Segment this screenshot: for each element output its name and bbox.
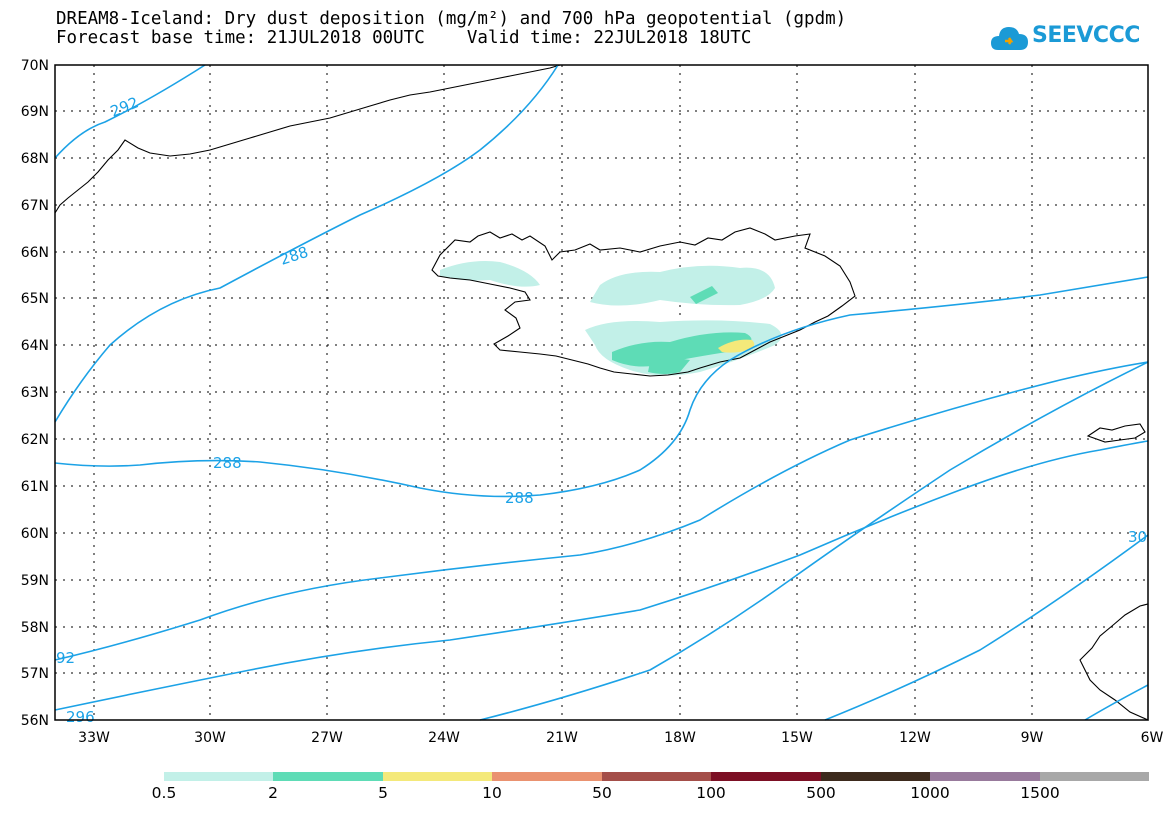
lat-label: 68N — [21, 151, 49, 167]
cloud-logo-icon — [991, 27, 1028, 50]
colorbar-segment — [273, 772, 383, 781]
dust-area-mid-2 — [690, 286, 718, 304]
dust-area-mid-3 — [648, 358, 690, 374]
contour-288-north — [54, 64, 559, 423]
dust-area-low-westfjords — [440, 261, 540, 287]
lat-label: 66N — [21, 245, 49, 261]
lat-label: 64N — [21, 338, 49, 354]
lat-label: 67N — [21, 198, 49, 214]
contour-south-east — [824, 534, 1149, 721]
title-line-1: DREAM8-Iceland: Dry dust deposition (mg/… — [56, 9, 847, 29]
lat-label: 57N — [21, 666, 49, 682]
map-title: DREAM8-Iceland: Dry dust deposition (mg/… — [56, 10, 846, 48]
colorbar-label: 500 — [806, 784, 836, 802]
colorbar-segment — [1040, 772, 1149, 781]
geopotential-contours — [54, 64, 1149, 721]
lon-label: 6W — [1141, 730, 1164, 746]
lon-label: 18W — [664, 730, 696, 746]
colorbar-label: 5 — [378, 784, 388, 802]
map-canvas: 292 288 288 288 30 92 296 70N 69N 68N 67… — [21, 58, 1164, 746]
iceland-coast — [431, 227, 856, 377]
dust-area-mid-1 — [612, 332, 752, 367]
colorbar-segment — [711, 772, 821, 781]
colorbar-label: 10 — [482, 784, 502, 802]
contour-mid-1 — [479, 361, 1149, 721]
lon-label: 9W — [1021, 730, 1044, 746]
longitude-axis: 33W 30W 27W 24W 21W 18W 15W 12W 9W 6W — [78, 730, 1163, 746]
lat-label: 62N — [21, 432, 49, 448]
faroe-coast — [1086, 423, 1146, 443]
lon-label: 21W — [546, 730, 578, 746]
colorbar-label: 0.5 — [151, 784, 177, 802]
greenland-coast — [54, 64, 561, 214]
contour-292-north — [54, 64, 206, 159]
lat-label: 61N — [21, 479, 49, 495]
seevccc-logo: SEEVCCC — [990, 22, 1140, 56]
contour-label: 288 — [278, 243, 311, 269]
colorbar-segment — [383, 772, 492, 781]
lon-label: 33W — [78, 730, 110, 746]
lat-label: 60N — [21, 526, 49, 542]
dust-area-low-north — [590, 265, 775, 306]
contour-label: 288 — [213, 454, 242, 472]
contour-288-south — [54, 276, 1149, 498]
contour-mid-3 — [54, 440, 1149, 711]
contour-far-south-east — [1084, 684, 1149, 721]
colorbar-segment — [602, 772, 711, 781]
lat-label: 65N — [21, 291, 49, 307]
colorbar-label: 100 — [696, 784, 726, 802]
contour-label: 292 — [108, 93, 141, 120]
lat-label: 59N — [21, 573, 49, 589]
colorbar-label: 1000 — [910, 784, 950, 802]
contour-label: 296 — [66, 708, 95, 726]
lat-label: 70N — [21, 58, 49, 74]
contour-mid-2 — [54, 361, 1149, 661]
dust-deposition-shading — [440, 261, 782, 376]
contour-label: 30 — [1128, 528, 1147, 546]
lon-label: 24W — [428, 730, 460, 746]
colorbar-label: 50 — [592, 784, 612, 802]
lon-label: 30W — [194, 730, 226, 746]
contour-labels: 292 288 288 288 30 92 296 — [56, 93, 1147, 726]
lat-label: 63N — [21, 385, 49, 401]
lat-label: 69N — [21, 104, 49, 120]
map-frame — [54, 64, 1149, 721]
lon-label: 12W — [899, 730, 931, 746]
logo-text: SEEVCCC — [1032, 23, 1140, 48]
colorbar-label: 2 — [268, 784, 278, 802]
lon-label: 27W — [311, 730, 343, 746]
lat-label: 56N — [21, 713, 49, 729]
colorbar-segment — [164, 772, 273, 781]
contour-label: 92 — [56, 649, 75, 667]
lon-label: 15W — [781, 730, 813, 746]
colorbar-segment — [492, 772, 602, 781]
gridlines — [55, 65, 1148, 720]
colorbar-label: 1500 — [1020, 784, 1060, 802]
lat-label: 58N — [21, 620, 49, 636]
latitude-axis: 70N 69N 68N 67N 66N 65N 64N 63N 62N 61N … — [21, 58, 49, 729]
colorbar-segment — [930, 772, 1040, 781]
colorbar-segment — [821, 772, 930, 781]
contour-label: 288 — [505, 489, 534, 507]
title-line-2: Forecast base time: 21JUL2018 00UTC Vali… — [56, 28, 752, 48]
dust-area-high — [718, 339, 755, 353]
coastlines — [54, 64, 1149, 721]
